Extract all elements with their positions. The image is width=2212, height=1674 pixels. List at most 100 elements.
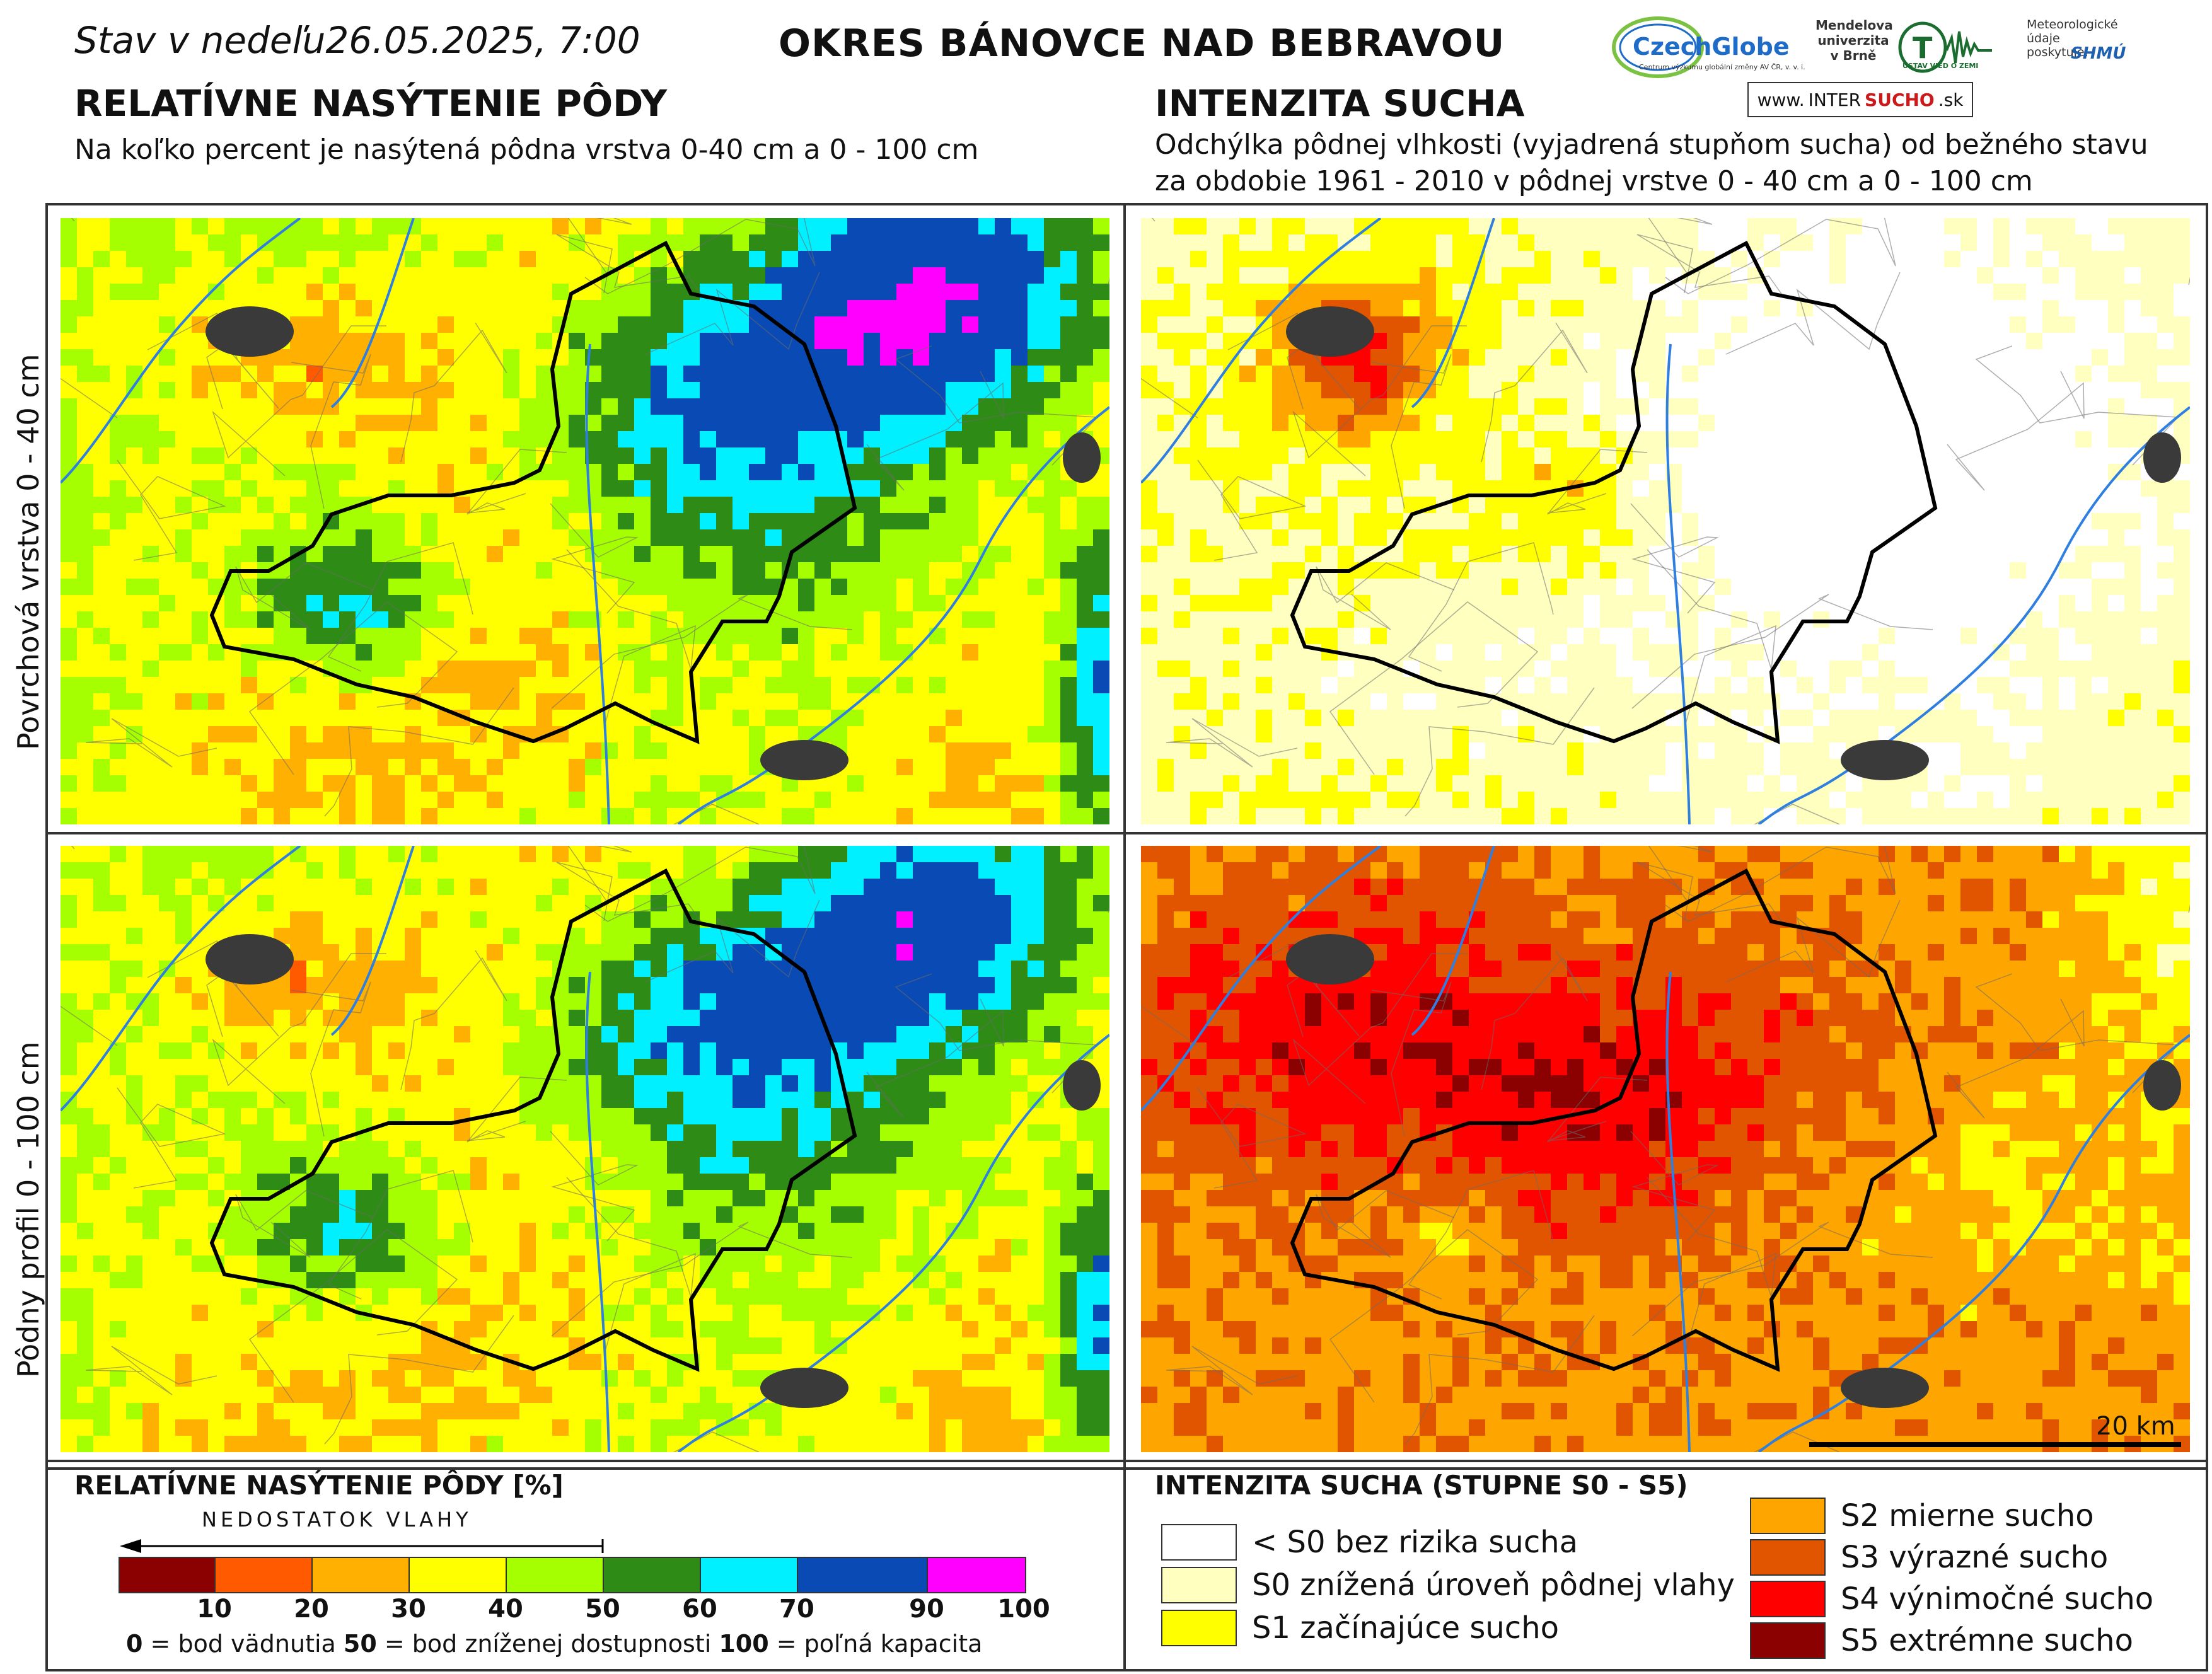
ustav-name: ÚSTAV VIED O ZEMI: [1902, 62, 1979, 70]
legend-item-label: S4 výnimočné sucho: [1841, 1581, 2154, 1617]
czechglobe-name: CzechGlobe: [1633, 33, 1790, 61]
river-line: [1411, 846, 1495, 1036]
municipal-borders: [1141, 218, 2190, 824]
intersucho-link[interactable]: www. INTER SUCHO .sk: [1747, 82, 1973, 117]
town-area: [1286, 306, 1374, 357]
legend-swatch: [1161, 1610, 1237, 1646]
drought-legend-item: S5 extrémne sucho: [1750, 1622, 2133, 1659]
right-section-subtitle-1: Odchýlka pôdnej vlhkosti (vyjadrená stup…: [1155, 129, 2148, 161]
left-section-subtitle: Na koľko percent je nasýtená pôdna vrstv…: [74, 134, 979, 166]
legend-item-label: S3 výrazné sucho: [1841, 1540, 2109, 1575]
municipal-borders: [61, 846, 1109, 1452]
district-boundary: [1290, 868, 1938, 1372]
colorbar-segment: [507, 1558, 604, 1592]
scalebar: [1809, 1442, 2181, 1447]
colorbar-segment: [120, 1558, 216, 1592]
raster-layer: [61, 218, 1109, 824]
municipal-borders: [61, 218, 1109, 824]
legend-divider: [45, 1460, 2208, 1462]
colorbar-segment: [701, 1558, 798, 1592]
map-saturation-0-40: [61, 218, 1109, 824]
river-line: [677, 1034, 1109, 1452]
column-divider: [1123, 203, 1126, 1671]
legend-item-label: S0 znížená úroveň pôdnej vlahy: [1252, 1567, 1735, 1603]
river-line: [330, 846, 415, 1036]
drought-legend-item: S1 začínajúce sucho: [1161, 1610, 1559, 1646]
meteo-label: Meteorologické údaje poskytuje:: [2027, 18, 2118, 59]
district-boundary: [209, 240, 857, 744]
legend-swatch: [1161, 1567, 1237, 1603]
river-line: [330, 218, 415, 408]
legend-item-label: S1 začínajúce sucho: [1252, 1610, 1559, 1646]
river-line: [1757, 1034, 2190, 1452]
colorbar-tick-label: 30: [391, 1595, 426, 1624]
intersucho-sucho: SUCHO: [1865, 89, 1935, 110]
raster-layer: [1141, 218, 2190, 824]
colorbar-tick-label: 90: [909, 1595, 944, 1624]
colorbar-segment: [928, 1558, 1025, 1592]
colorbar-tick-label: 20: [294, 1595, 329, 1624]
colorbar-tick-label: 60: [682, 1595, 717, 1624]
colorbar-tick-label: 40: [488, 1595, 523, 1624]
czechglobe-subtitle: Centrum výzkumu globální změny AV ČR, v.…: [1639, 63, 1805, 71]
town-area: [760, 740, 848, 780]
colorbar-segment: [313, 1558, 410, 1592]
czechglobe-logo: [1612, 16, 1704, 78]
river-line: [1411, 218, 1495, 408]
river-line: [61, 218, 301, 484]
town-area: [760, 1368, 848, 1408]
raster-layer: [61, 846, 1109, 1452]
drought-legend-item: S4 výnimočné sucho: [1750, 1581, 2153, 1617]
town-area: [206, 306, 294, 357]
colorbar-segment: [798, 1558, 928, 1592]
river-line: [585, 343, 610, 824]
mendel-logo: Mendelova univerzita v Brně: [1815, 18, 1893, 63]
town-area: [1063, 1060, 1101, 1111]
colorbar-segment: [410, 1558, 507, 1592]
shmu-logo: SHMÚ: [2071, 44, 2126, 63]
river-line: [677, 406, 1109, 824]
river-line: [1141, 218, 1382, 484]
note-50-value: 50: [343, 1630, 377, 1658]
legend-swatch: [1750, 1498, 1826, 1534]
legend-swatch: [1750, 1581, 1826, 1617]
status-label: Stav v nedeľu26.05.2025, 7:00: [74, 19, 640, 62]
row-label-bottom: Pôdny profil 0 - 100 cm: [11, 1041, 45, 1378]
colorbar-tick-label: 10: [197, 1595, 232, 1624]
legend-swatch: [1750, 1622, 1826, 1659]
legend-right-title: INTENZITA SUCHA (STUPNE S0 - S5): [1155, 1470, 1688, 1501]
legend-left-note: 0 = bod vädnutia 50 = bod zníženej dostu…: [126, 1630, 982, 1658]
map-drought-0-40: [1141, 218, 2190, 824]
map-grid-frame: [45, 203, 2208, 1470]
right-section-subtitle-2: za obdobie 1961 - 2010 v pôdnej vrstve 0…: [1155, 165, 2033, 197]
river-line: [585, 971, 610, 1452]
town-area: [1063, 432, 1101, 483]
colorbar-tick-label: 100: [997, 1595, 1050, 1624]
note-0-text: = bod vädnutia: [142, 1630, 344, 1658]
ustav-logo: T: [1898, 21, 1992, 73]
status-day: Stav v nedeľu: [74, 19, 326, 62]
legend-item-label: < S0 bez rizika sucha: [1252, 1525, 1578, 1560]
colorbar: [119, 1557, 1026, 1593]
drought-legend-item: < S0 bez rizika sucha: [1161, 1524, 1578, 1561]
drought-legend-item: S2 mierne sucho: [1750, 1498, 2094, 1534]
town-area: [1286, 934, 1374, 984]
colorbar-segment: [604, 1558, 701, 1592]
town-area: [2143, 432, 2181, 483]
drought-legend-item: S0 znížená úroveň pôdnej vlahy: [1161, 1567, 1735, 1603]
note-50-text: = bod zníženej dostupnosti: [376, 1630, 719, 1658]
town-area: [2143, 1060, 2181, 1111]
legend-item-label: S5 extrémne sucho: [1841, 1623, 2133, 1658]
municipal-borders: [1141, 846, 2190, 1452]
colorbar-segment: [216, 1558, 313, 1592]
note-100-value: 100: [719, 1630, 769, 1658]
legend-swatch: [1750, 1539, 1826, 1576]
colorbar-tick-label: 70: [779, 1595, 814, 1624]
legend-frame: [45, 1460, 2208, 1671]
town-area: [1841, 740, 1929, 780]
river-line: [1665, 971, 1691, 1452]
drought-legend-item: S3 výrazné sucho: [1750, 1539, 2108, 1576]
note-100-text: = poľná kapacita: [768, 1630, 983, 1658]
legend-swatch: [1161, 1524, 1237, 1561]
intersucho-prefix: www.: [1757, 89, 1805, 110]
